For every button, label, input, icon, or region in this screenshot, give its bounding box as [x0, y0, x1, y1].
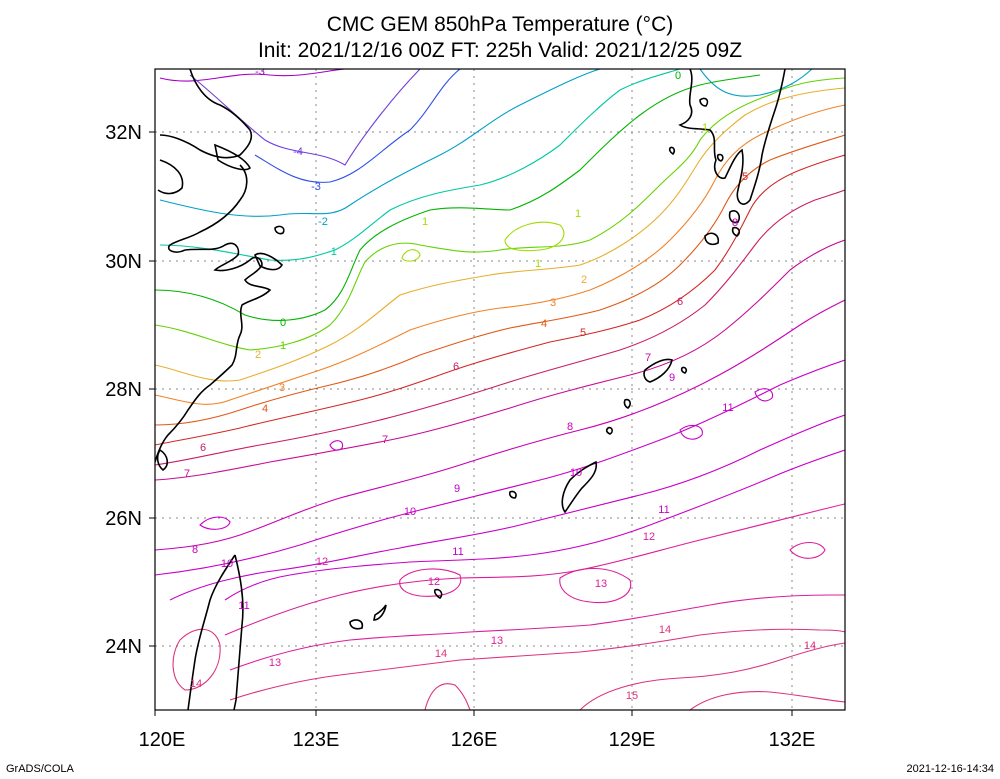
contour-label: 2 — [255, 349, 261, 361]
contour-label: 7 — [382, 434, 388, 446]
map-frame: -3-4-3-2-1001111122334455666777888991010… — [154, 66, 846, 711]
contour-label: 1 — [422, 216, 428, 228]
contour-label: 1 — [280, 340, 286, 352]
lon-label-129e: 129E — [609, 729, 656, 751]
lon-label-132e: 132E — [769, 729, 816, 751]
map-content: -3-4-3-2-1001111122334455666777888991010… — [155, 66, 845, 710]
graticule — [155, 69, 845, 710]
contour-label: 4 — [541, 318, 547, 330]
contour-label: 14 — [190, 678, 202, 690]
contour-label: 13 — [595, 578, 607, 590]
contour-label: 12 — [428, 576, 440, 588]
lon-label-123e: 123E — [293, 729, 340, 751]
map-subtitle: Init: 2021/12/16 00Z FT: 225h Valid: 202… — [258, 39, 742, 62]
contour-label: 11 — [238, 600, 249, 612]
contour-label: 11 — [722, 402, 733, 414]
contour-label: 1 — [535, 258, 541, 270]
contour-label: 6 — [200, 442, 206, 454]
contour-label: -3 — [255, 66, 265, 78]
contour-label: -4 — [293, 146, 303, 158]
longitude-labels: 120E 123E 126E 129E 132E — [139, 729, 816, 751]
contour-label: -1 — [327, 246, 337, 258]
contour-label: 8 — [567, 421, 573, 433]
latitude-labels: 32N 30N 28N 26N 24N — [105, 122, 142, 658]
contour-label: 10 — [570, 467, 582, 479]
contour-label: -3 — [311, 181, 321, 193]
contour-label: 3 — [550, 297, 556, 309]
contour-label: 10 — [404, 506, 416, 518]
lon-label-126e: 126E — [451, 729, 498, 751]
contour-label: 6 — [677, 296, 683, 308]
footer-credit: GrADS/COLA — [6, 763, 75, 775]
contour-label: 13 — [491, 635, 503, 647]
contour-label: 0 — [675, 70, 681, 82]
contour-label: 12 — [643, 531, 655, 543]
contour-label: 12 — [316, 556, 328, 568]
lat-label-24n: 24N — [105, 636, 142, 658]
contour-label: -2 — [318, 216, 328, 228]
coastlines — [155, 69, 786, 710]
contour-label: 2 — [581, 274, 587, 286]
contour-label: 7 — [184, 468, 190, 480]
contour-label: 6 — [453, 361, 459, 373]
contour-label: 8 — [732, 217, 738, 229]
contour-label: 1 — [575, 208, 581, 220]
lat-label-30n: 30N — [105, 251, 142, 273]
contour-label: 11 — [658, 504, 669, 516]
contour-label: 3 — [279, 382, 285, 394]
contour-label: 8 — [192, 544, 198, 556]
contour-label: 1 — [702, 122, 708, 134]
contour-label: 11 — [452, 546, 463, 558]
contour-label: 14 — [659, 624, 671, 636]
lat-label-28n: 28N — [105, 379, 142, 401]
contour-label: 0 — [280, 317, 286, 329]
contour-label: 14 — [804, 640, 816, 652]
contour-label: 5 — [742, 171, 748, 183]
axis-ticks — [149, 131, 793, 716]
contour-label: 10 — [221, 558, 233, 570]
lon-label-120e: 120E — [139, 729, 186, 751]
contour-label: 5 — [580, 327, 586, 339]
contour-label: 13 — [269, 657, 281, 669]
lat-label-26n: 26N — [105, 508, 142, 530]
contour-label: 9 — [669, 372, 675, 384]
contour-label: 4 — [262, 403, 268, 415]
contour-label: 7 — [645, 352, 651, 364]
contour-label: 15 — [626, 690, 638, 702]
contour-label: 14 — [435, 648, 447, 660]
contour-label: 9 — [454, 483, 460, 495]
map-title: CMC GEM 850hPa Temperature (°C) — [327, 13, 673, 36]
lat-label-32n: 32N — [105, 122, 142, 144]
contour-labels: -3-4-3-2-1001111122334455666777888991010… — [184, 66, 816, 702]
footer-timestamp: 2021-12-16-14:34 — [907, 763, 994, 775]
